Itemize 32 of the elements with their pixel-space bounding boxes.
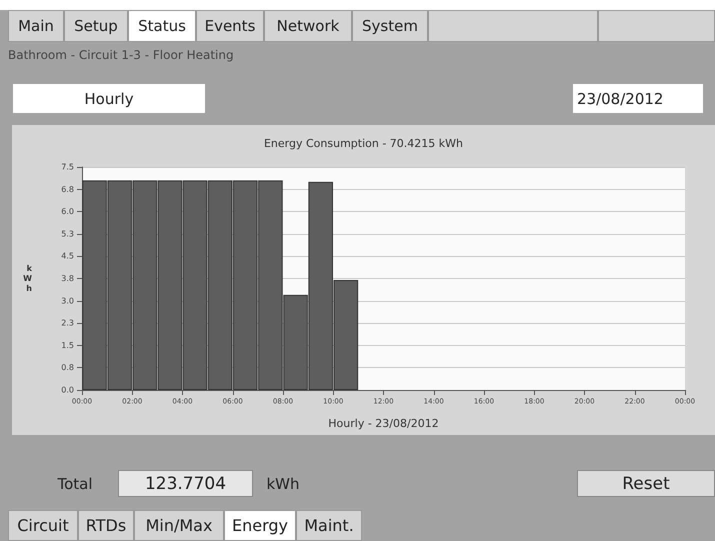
y-tick-label: 3.0	[61, 296, 74, 306]
text: Circuit	[8, 510, 78, 541]
text: Maint.	[296, 510, 362, 541]
text: Hourly	[13, 84, 205, 113]
y-tick-label: 3.8	[61, 274, 74, 283]
y-tick-label: 2.3	[61, 318, 74, 328]
y-tick-label: 7.5	[61, 162, 74, 172]
text: kWh	[265, 474, 301, 494]
text: Setup	[64, 10, 128, 42]
y-tick-label: 0.8	[61, 363, 74, 372]
text: Reset	[577, 470, 715, 497]
text: System	[352, 10, 428, 42]
y-tick-label: 4.5	[61, 252, 74, 261]
y-tick-label: 0.0	[61, 386, 74, 394]
y-axis-title: kWh	[23, 264, 33, 293]
text: Energy	[224, 510, 296, 541]
text: 23/08/2012	[573, 84, 703, 113]
y-tick-label: 6.8	[61, 184, 74, 194]
text: 123.7704	[118, 470, 253, 497]
chart-title: Energy Consumption - 70.4215 kWh	[264, 137, 464, 150]
text: Network	[264, 10, 352, 42]
y-tick-label: 6.0	[61, 207, 74, 216]
text: RTDs	[78, 510, 134, 541]
text: Total	[56, 474, 94, 494]
text: Min/Max	[134, 510, 224, 541]
x-axis-title: Hourly - 23/08/2012	[328, 417, 439, 430]
text: Bathroom - Circuit 1-3 - Floor Heating	[8, 47, 235, 64]
y-tick-label: 1.5	[61, 340, 74, 350]
text: Status	[128, 10, 196, 42]
text: Events	[196, 10, 264, 42]
text: Main	[8, 10, 64, 42]
y-tick-label: 5.3	[61, 229, 74, 238]
